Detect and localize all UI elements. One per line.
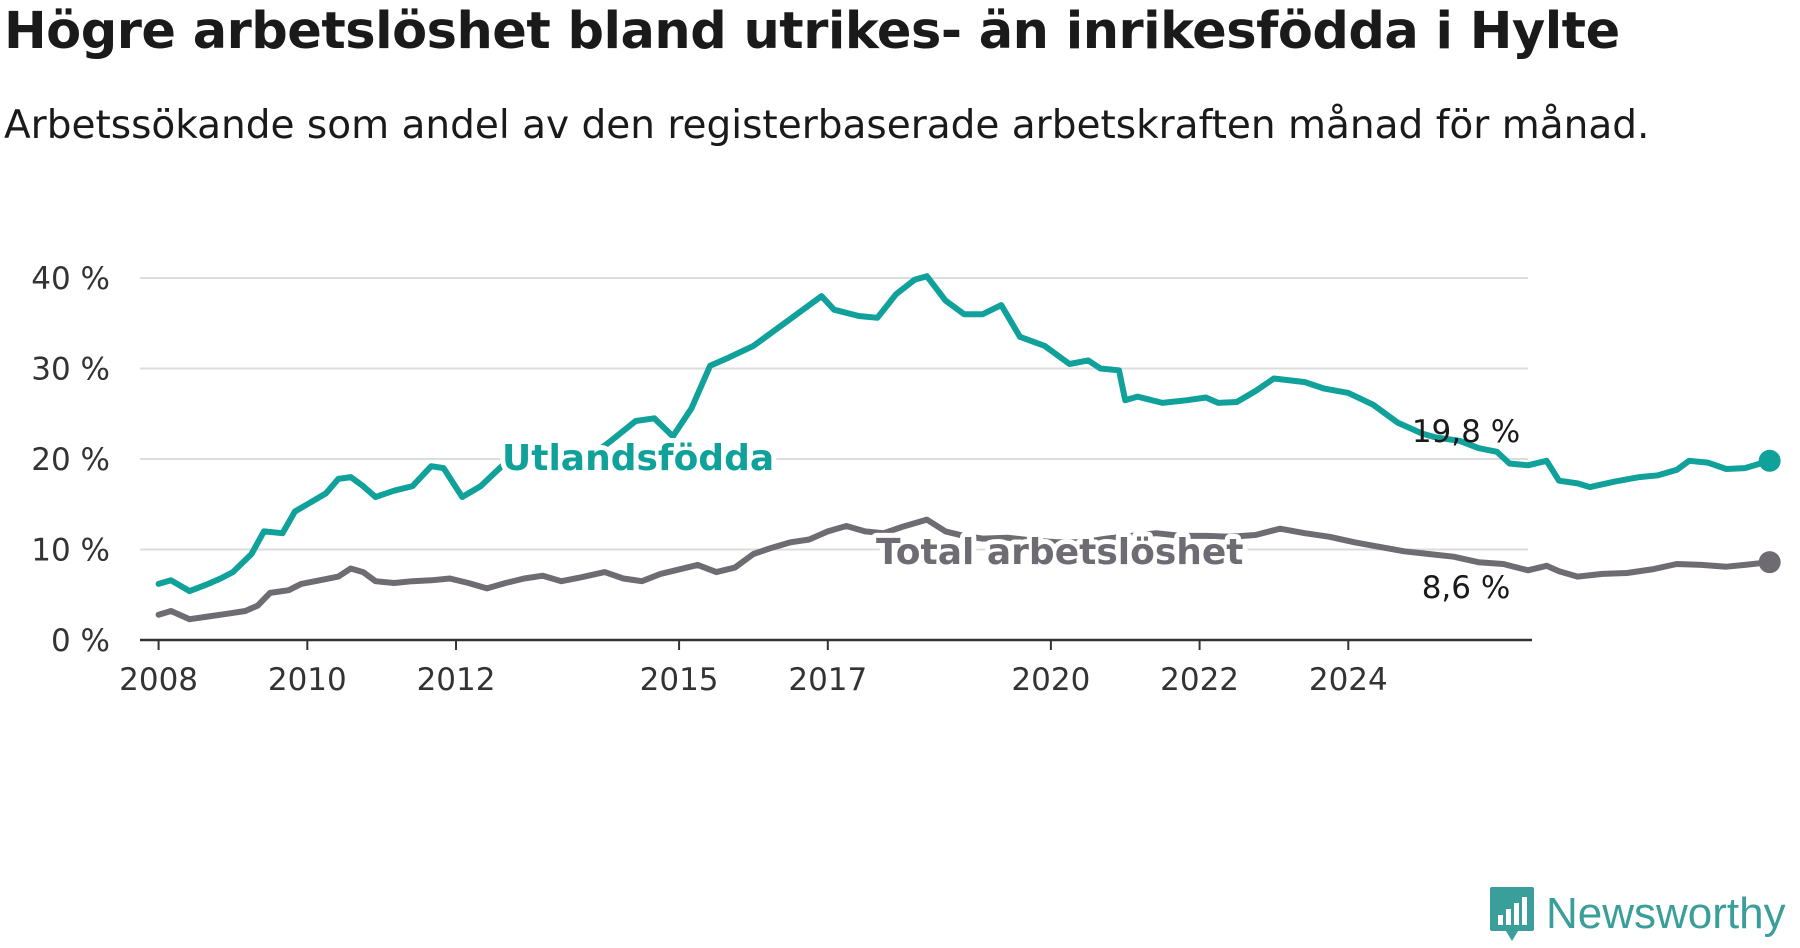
newsworthy-logo: Newsworthy	[1488, 884, 1786, 944]
y-tick-label: 40 %	[31, 261, 110, 297]
chart-title: Högre arbetslöshet bland utrikes- än inr…	[4, 2, 1620, 61]
series-label-utlandsfodda-halo: Utlandsfödda	[502, 438, 774, 479]
newsworthy-logo-icon	[1490, 887, 1534, 941]
y-tick-label: 0 %	[51, 623, 110, 659]
x-tick-label: 2024	[1309, 662, 1388, 698]
x-tick-label: 2012	[417, 662, 496, 698]
end-label-total-arbetsloshet: 8,6 %	[1422, 570, 1511, 606]
x-tick-label: 2020	[1011, 662, 1090, 698]
x-tick-label: 2015	[640, 662, 719, 698]
line-total-arbetsloshet	[155, 516, 1773, 623]
newsworthy-logo-text: Newsworthy	[1546, 889, 1786, 938]
end-dot-utlandsfodda	[1758, 449, 1781, 472]
chart-subtitle: Arbetssökande som andel av den registerb…	[4, 103, 1650, 148]
x-tick-label: 2022	[1160, 662, 1239, 698]
end-label-utlandsfodda: 19,8 %	[1412, 414, 1520, 450]
end-dot-total-arbetsloshet	[1758, 551, 1781, 574]
x-tick-label: 2010	[268, 662, 347, 698]
y-tick-label: 30 %	[31, 352, 110, 388]
series-label-utlandsfodda: Utlandsfödda	[502, 438, 774, 479]
series-label-total-arbetsloshet-halo: Total arbetslöshet	[876, 532, 1244, 573]
line-utlandsfodda	[155, 273, 1773, 595]
y-tick-label: 10 %	[31, 533, 110, 569]
series-label-total-arbetsloshet: Total arbetslöshet	[876, 532, 1244, 573]
x-tick-label: 2017	[788, 662, 867, 698]
x-tick-label: 2008	[119, 662, 198, 698]
y-tick-label: 20 %	[31, 442, 110, 478]
